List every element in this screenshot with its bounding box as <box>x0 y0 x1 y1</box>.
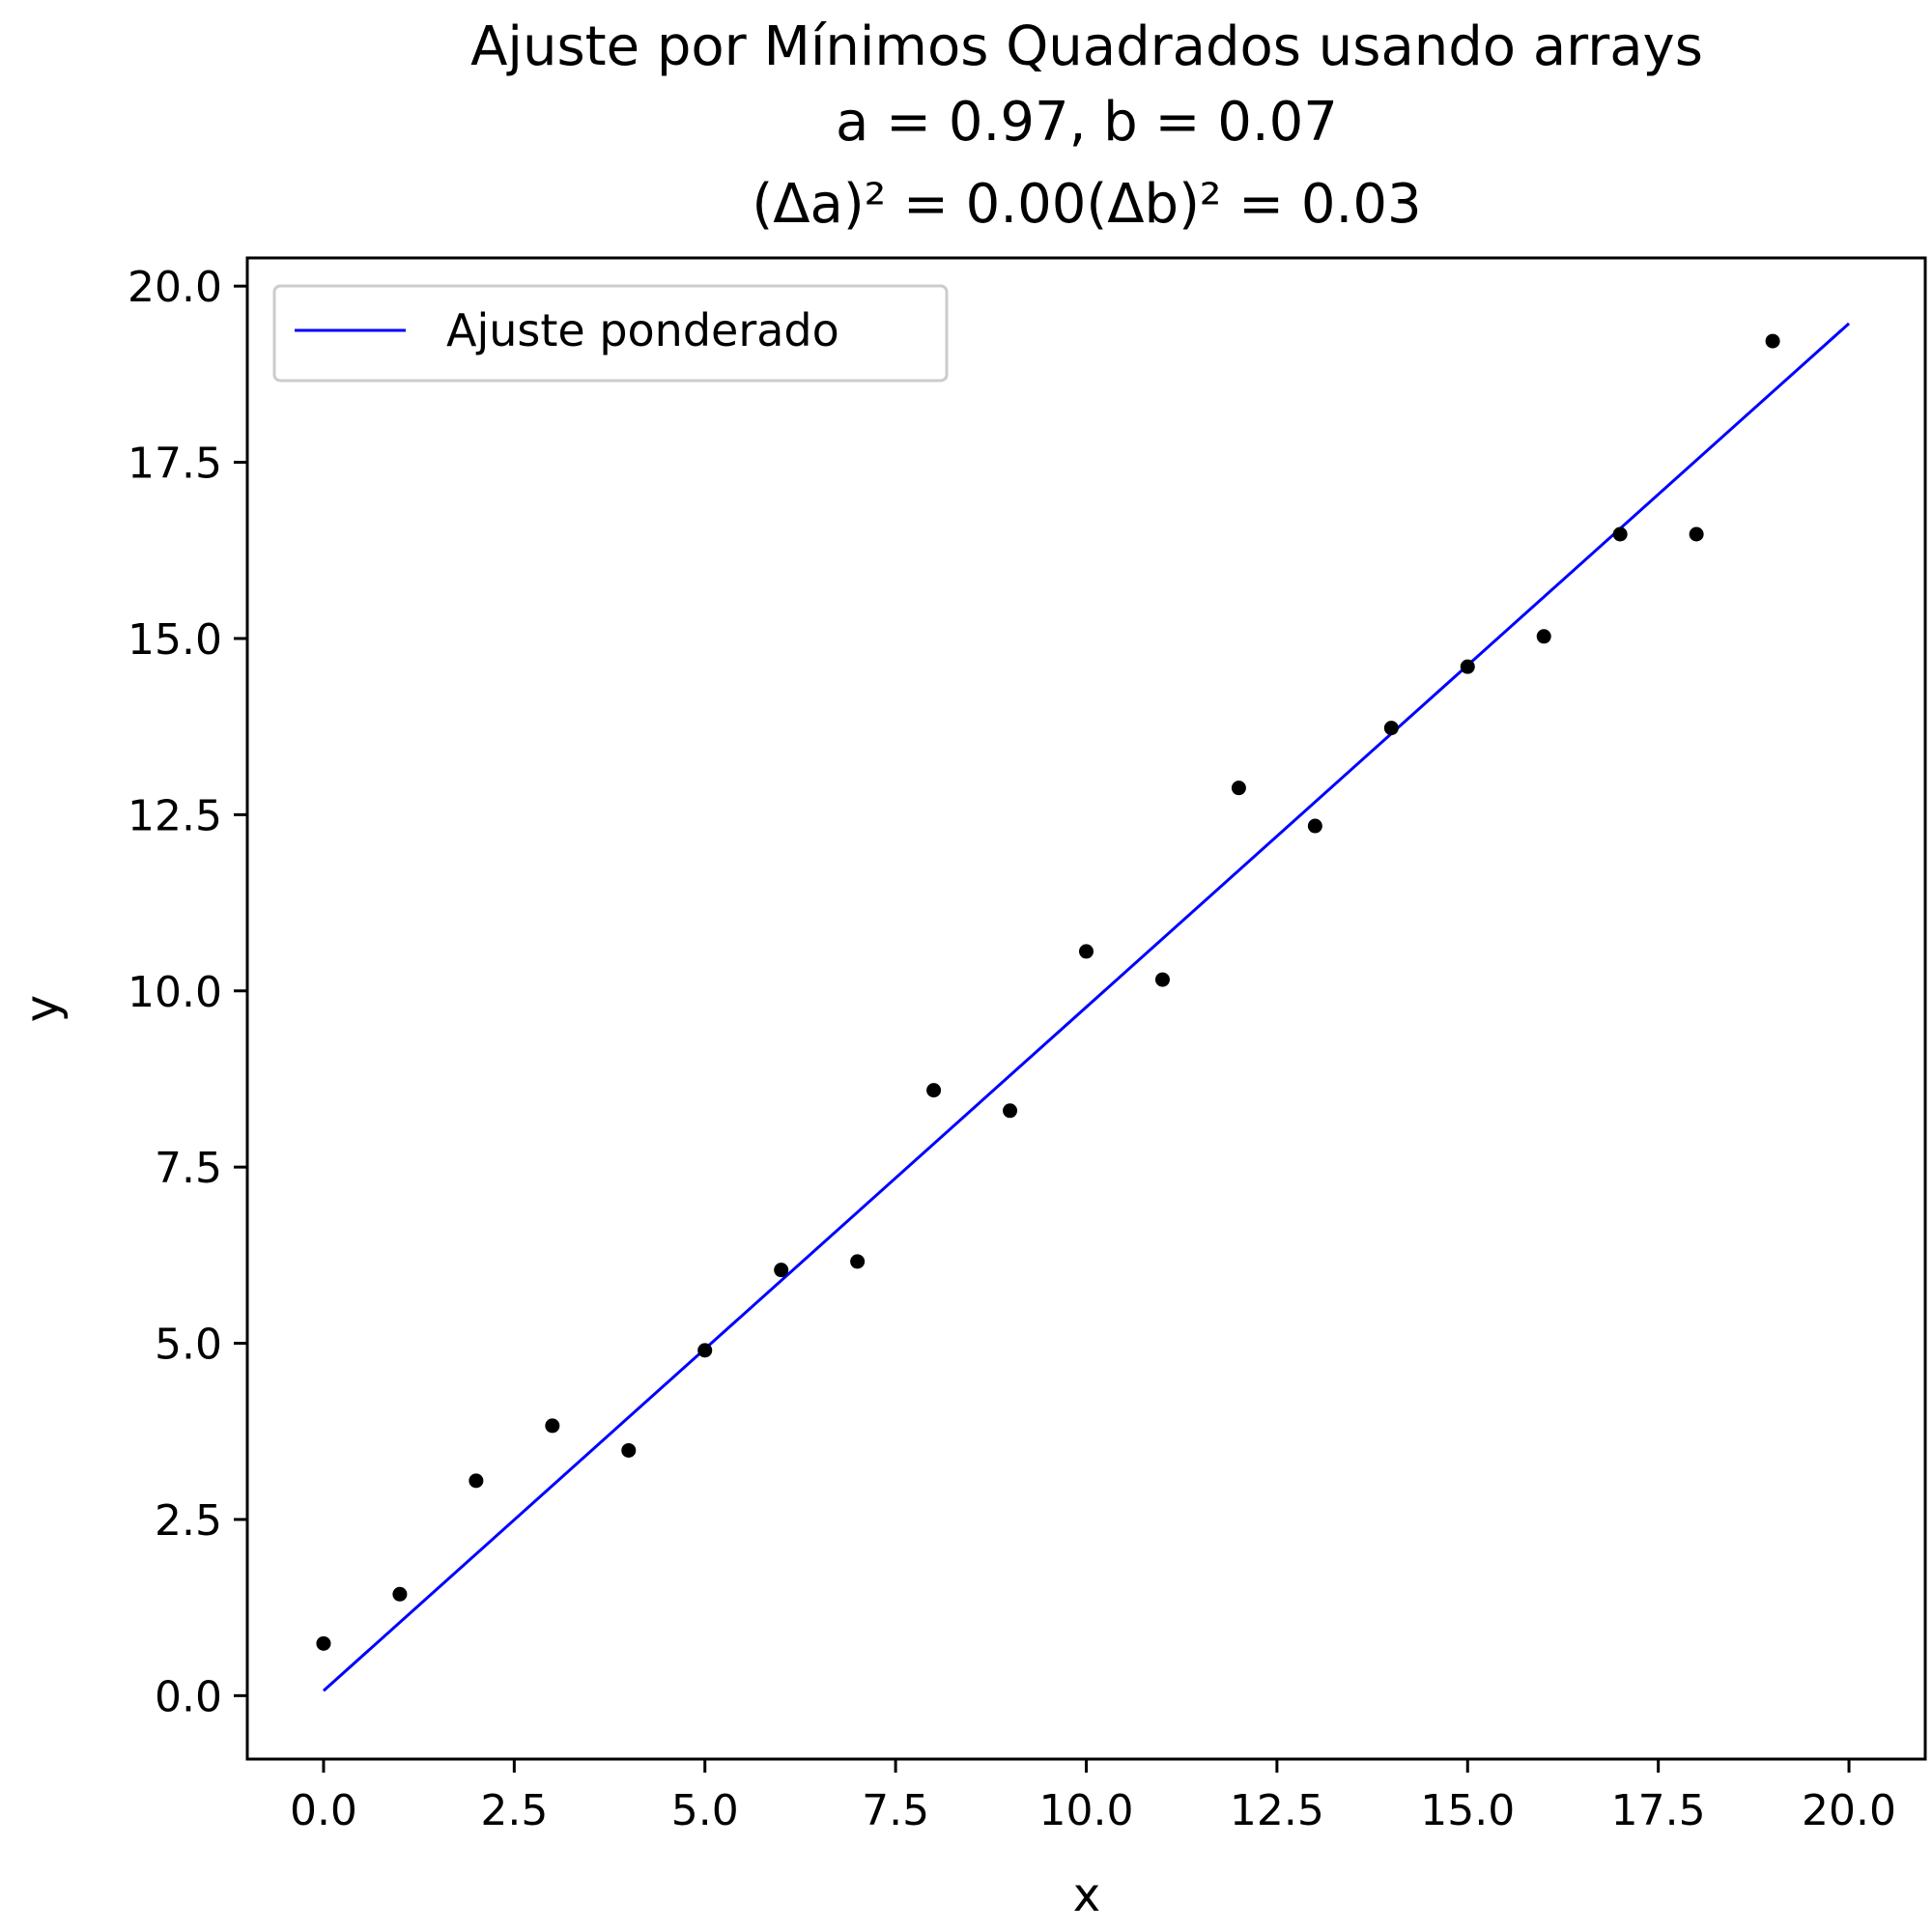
y-tick-label: 7.5 <box>155 1144 222 1193</box>
data-point <box>1689 526 1704 542</box>
x-tick-label: 20.0 <box>1802 1786 1896 1835</box>
x-tick-label: 7.5 <box>862 1786 929 1835</box>
y-tick-label: 12.5 <box>128 791 222 840</box>
data-point <box>926 1083 942 1098</box>
data-point <box>469 1473 484 1489</box>
chart-title: Ajuste por Mínimos Quadrados usando arra… <box>470 15 1703 236</box>
data-point <box>774 1263 789 1278</box>
data-point <box>850 1254 866 1269</box>
y-tick-label: 2.5 <box>155 1496 222 1546</box>
data-point <box>1460 659 1475 674</box>
chart-title-line-1: Ajuste por Mínimos Quadrados usando arra… <box>470 15 1703 78</box>
legend-label: Ajuste ponderado <box>446 304 839 356</box>
chart-subtitle-fit-parameters: a = 0.97, b = 0.07 <box>836 91 1338 154</box>
y-tick-label: 15.0 <box>128 615 222 665</box>
x-axis-label: x <box>1073 1868 1100 1922</box>
y-axis-label: y <box>15 995 70 1022</box>
data-point <box>545 1418 560 1434</box>
x-tick-label: 15.0 <box>1420 1786 1515 1835</box>
x-tick-label: 17.5 <box>1611 1786 1706 1835</box>
fit-line-group <box>322 322 1851 1692</box>
data-point <box>316 1635 331 1651</box>
fit-line <box>322 322 1851 1692</box>
y-tick-label: 5.0 <box>155 1321 222 1370</box>
y-tick-label: 20.0 <box>128 263 222 312</box>
data-point <box>1612 526 1628 542</box>
data-points <box>316 333 1780 1651</box>
data-point <box>1536 629 1551 644</box>
x-tick-label: 2.5 <box>480 1786 548 1835</box>
y-tick-label: 10.0 <box>128 968 222 1017</box>
data-point <box>1765 333 1780 349</box>
data-point <box>392 1586 408 1602</box>
y-tick-label: 17.5 <box>128 440 222 489</box>
x-tick-label: 12.5 <box>1230 1786 1324 1835</box>
data-point <box>1231 781 1246 796</box>
y-axis-ticks: 0.0 2.5 5.0 7.5 10.0 12.5 15.0 17.5 20.0 <box>128 263 247 1721</box>
data-point <box>697 1343 713 1358</box>
legend-box <box>272 284 949 383</box>
x-axis-ticks: 0.0 2.5 5.0 7.5 10.0 12.5 15.0 17.5 20.0 <box>290 1759 1896 1835</box>
chart-subtitle-uncertainties: (Δa)² = 0.00(Δb)² = 0.03 <box>752 173 1421 236</box>
data-point <box>1154 972 1170 987</box>
y-tick-label: 0.0 <box>155 1672 222 1721</box>
x-tick-label: 5.0 <box>671 1786 739 1835</box>
data-point <box>1383 721 1399 736</box>
data-point <box>621 1442 637 1458</box>
data-point <box>1003 1103 1018 1119</box>
data-point <box>1079 944 1094 959</box>
x-tick-label: 0.0 <box>290 1786 357 1835</box>
x-tick-label: 10.0 <box>1039 1786 1134 1835</box>
data-point <box>1307 818 1322 834</box>
legend: Ajuste ponderado <box>272 284 949 383</box>
